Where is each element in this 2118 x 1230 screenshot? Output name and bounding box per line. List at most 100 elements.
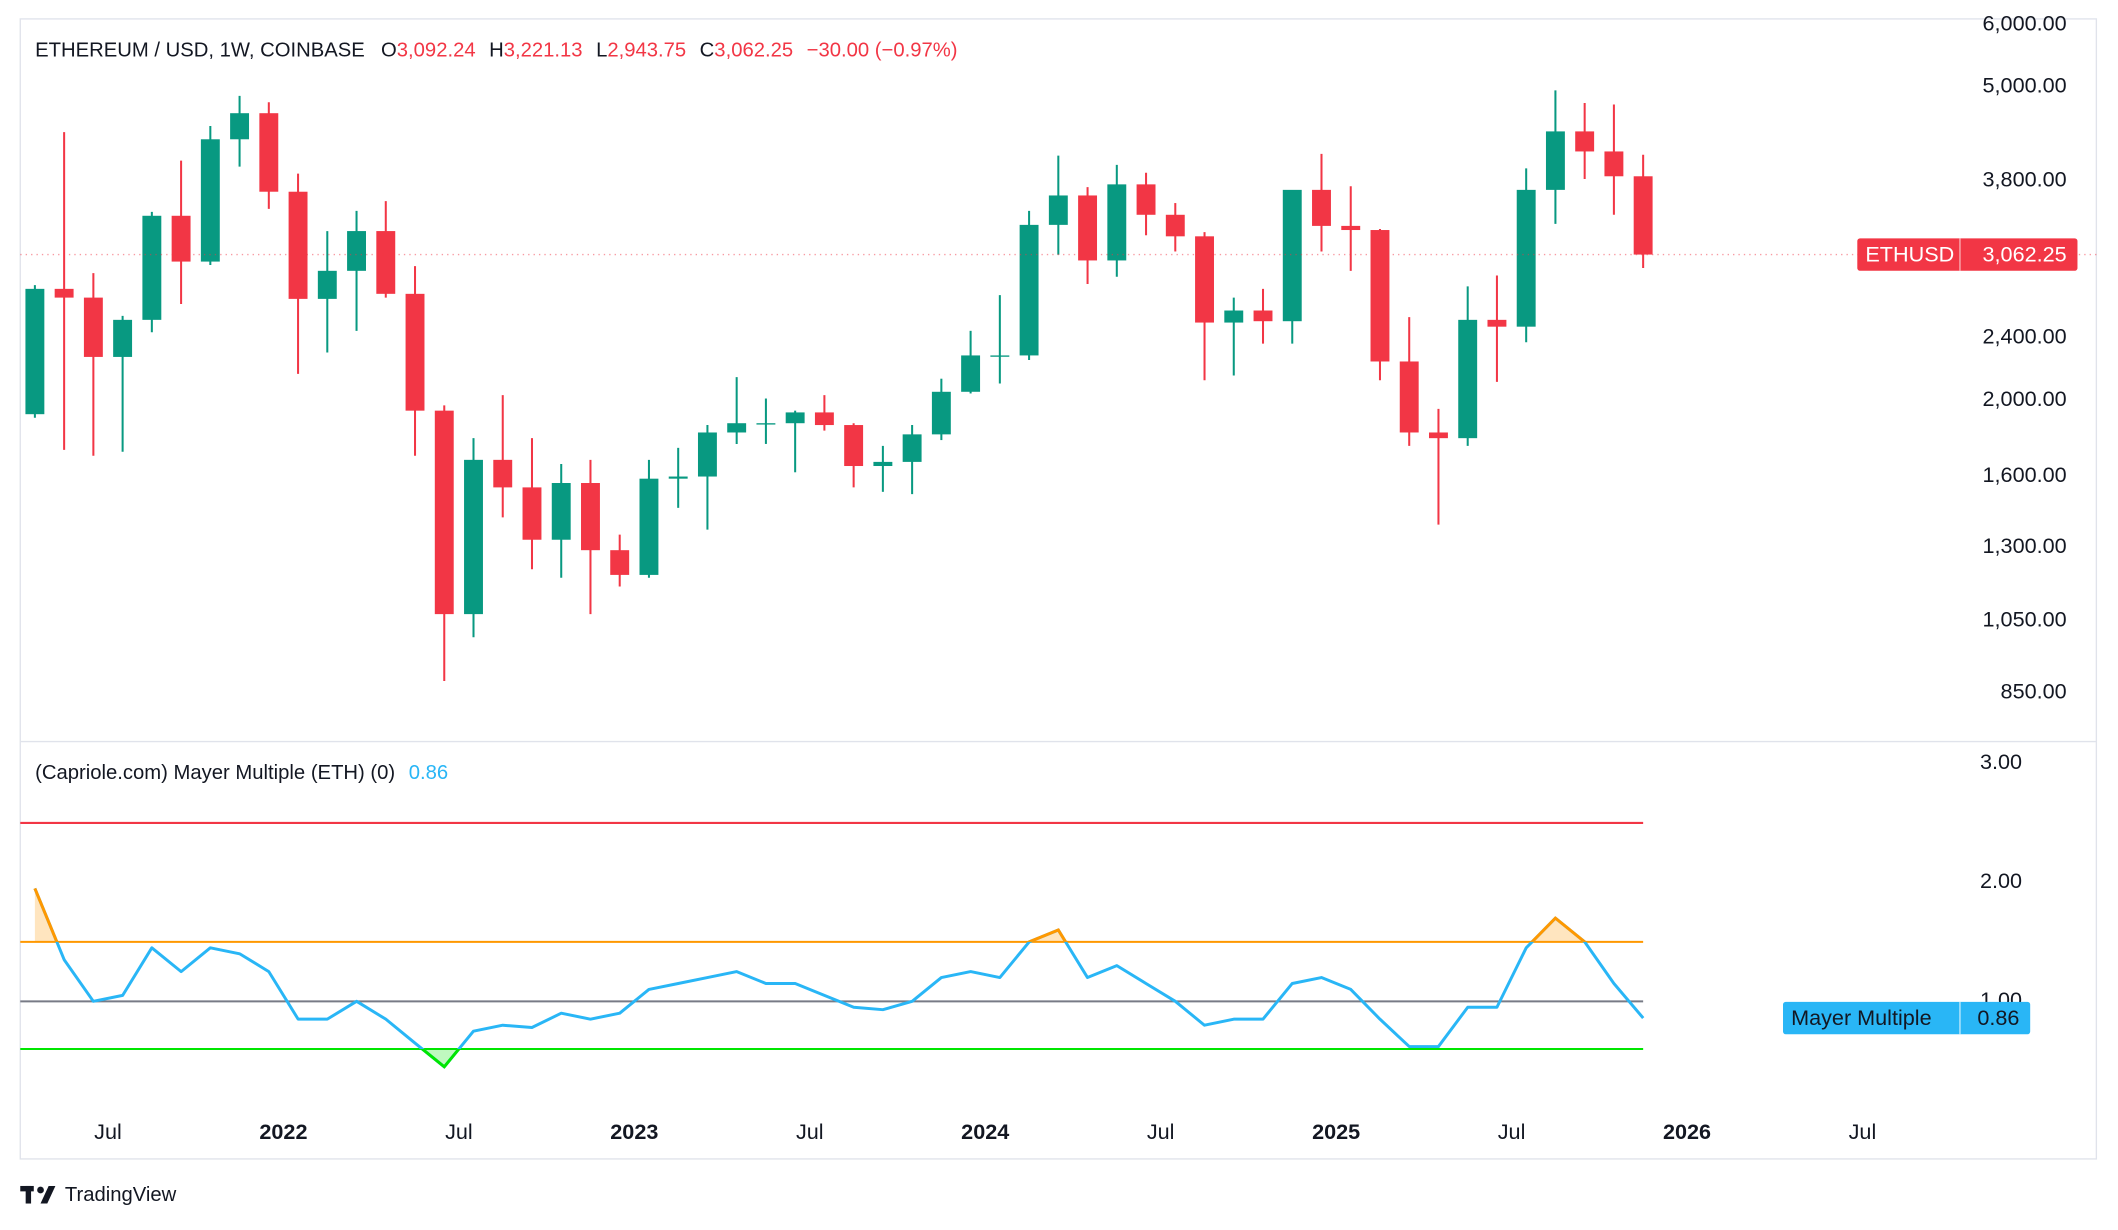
candle-body <box>83 297 103 357</box>
candle-body <box>610 550 630 575</box>
candle-body <box>814 412 834 426</box>
y-tick-label: 3,800.00 <box>1983 166 2067 191</box>
candle-body <box>581 483 600 551</box>
candle-body <box>1458 319 1478 439</box>
y-tick-label: 1,600.00 <box>1983 462 2067 487</box>
last-price-box <box>1857 238 2078 271</box>
indicator-title: (Capriole.com) Mayer Multiple (ETH) (0) <box>35 762 395 784</box>
candle-body <box>961 355 981 392</box>
logo <box>20 1185 56 1204</box>
level-fill <box>34 1048 1644 1067</box>
x-tick-label: 2023 <box>610 1119 658 1144</box>
indicator-line <box>33 887 1645 1069</box>
candle-body <box>25 288 45 415</box>
candle-body <box>1048 195 1068 225</box>
x-tick-label: 2024 <box>961 1119 1009 1144</box>
candle-body <box>1136 184 1156 215</box>
candle-body <box>405 293 425 411</box>
candle-body <box>142 215 162 320</box>
ohlc-key: L <box>596 40 607 62</box>
candle-body <box>1341 225 1361 231</box>
y-tick-label: 5,000.00 <box>1983 73 2067 98</box>
last-price-label: 3,062.25 <box>1983 242 2067 267</box>
candle-body <box>288 191 308 299</box>
candle-body <box>1224 310 1244 323</box>
candle-body <box>1429 432 1448 439</box>
candle-body <box>668 476 688 479</box>
indicator-value: 0.86 <box>409 762 448 784</box>
branding: TradingView <box>65 1184 177 1206</box>
candle-body <box>522 487 542 540</box>
ohlc-key: C <box>700 40 715 62</box>
ohlc-values: O3,092.24 H3,221.13 L2,943.75 C3,062.25 <box>381 40 793 62</box>
candle-body <box>259 113 279 192</box>
candle-body <box>317 270 337 299</box>
chart-frame <box>19 18 2098 1160</box>
x-tick-label: Jul <box>94 1119 122 1144</box>
x-tick-label: Jul <box>796 1119 824 1144</box>
candle-body <box>756 423 776 425</box>
indicator-legend: (Capriole.com) Mayer Multiple (ETH) (0) 0… <box>35 762 448 784</box>
candle-body <box>1078 195 1098 261</box>
candle-body <box>1019 224 1039 356</box>
candle-body <box>376 231 396 294</box>
change-label: −30.00 (−0.97%) <box>807 40 958 62</box>
x-tick-label: 2025 <box>1312 1119 1360 1144</box>
ohlc-value: 3,062.25 <box>714 40 793 62</box>
candle-body <box>1487 319 1507 327</box>
candle-body <box>785 412 805 424</box>
candle-body <box>347 231 366 271</box>
y-tick-label: 6,000.00 <box>1983 10 2067 35</box>
candle-body <box>931 391 951 435</box>
candle-body <box>230 113 250 140</box>
ohlc-value: 3,221.13 <box>504 40 583 62</box>
candle-body <box>1516 189 1536 327</box>
candle-body <box>1633 176 1653 255</box>
indicator-label-value: 0.86 <box>1977 1005 2019 1030</box>
candle-body <box>844 425 864 467</box>
candle-body <box>1253 310 1273 322</box>
candle-body <box>434 410 454 615</box>
logo-stem <box>25 1185 32 1204</box>
x-tick-label: Jul <box>1849 1119 1877 1144</box>
candle-body <box>902 434 922 462</box>
x-tick-label: 2026 <box>1663 1119 1711 1144</box>
candle-body <box>1370 230 1390 362</box>
symbol-title: ETHEREUM / USD, 1W, COINBASE <box>35 40 365 62</box>
candle-body <box>1575 131 1595 152</box>
candle-body <box>493 459 513 488</box>
candle-body <box>639 478 659 575</box>
candle-body <box>551 483 571 540</box>
y-tick-label: 1,300.00 <box>1983 533 2067 558</box>
ohlc-key: H <box>489 40 504 62</box>
symbol-label: ETHUSD <box>1865 242 1954 267</box>
ohlc-key: O <box>381 40 397 62</box>
candle-body <box>1195 236 1214 323</box>
candle-body <box>54 288 74 298</box>
indicator-label-name: Mayer Multiple <box>1791 1005 1932 1030</box>
y-tick-label: 850.00 <box>2001 679 2067 704</box>
chart-header: ETHEREUM / USD, 1W, COINBASE O3,092.24 H3,… <box>35 40 957 62</box>
candle-body <box>171 215 191 262</box>
y-tick-label: 3.00 <box>1980 749 2022 774</box>
candle-body <box>464 459 483 615</box>
logo-slash <box>40 1185 56 1204</box>
x-tick-label: Jul <box>1498 1119 1526 1144</box>
candle-body <box>727 423 747 433</box>
x-tick-label: 2022 <box>259 1119 307 1144</box>
y-tick-label: 2,400.00 <box>1983 324 2067 349</box>
x-tick-label: Jul <box>1147 1119 1175 1144</box>
candle-body <box>1399 361 1419 433</box>
candle-body <box>873 461 893 467</box>
candle-body <box>1282 189 1302 322</box>
candle-body <box>1545 131 1565 190</box>
indicator-label-box <box>1783 1001 2031 1035</box>
candle-body <box>1604 151 1624 177</box>
candle-body <box>1107 184 1127 261</box>
candle-body <box>697 432 717 477</box>
y-tick-label: 1,050.00 <box>1983 606 2067 631</box>
candle-body <box>1165 214 1185 237</box>
candle-body <box>113 319 133 357</box>
